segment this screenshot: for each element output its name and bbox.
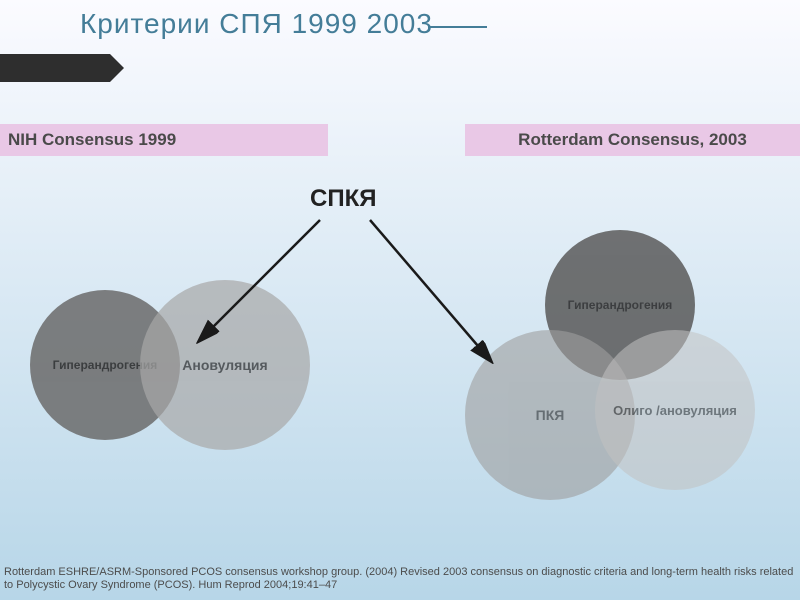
header-right: Rotterdam Consensus, 2003 [465,124,800,156]
center-label: СПКЯ [310,185,376,213]
decor-arrow [0,54,110,82]
venn-circle: Олиго /ановуляция [595,330,755,490]
slide: Критерии СПЯ 1999 2003 NIH Consensus 199… [0,0,800,600]
slide-title: Критерии СПЯ 1999 2003 [80,8,433,40]
citation-text: Rotterdam ESHRE/ASRM-Sponsored PCOS cons… [0,566,800,592]
venn-circle: Ановуляция [140,280,310,450]
header-left: NIH Consensus 1999 [0,124,328,156]
title-underline [428,26,487,28]
